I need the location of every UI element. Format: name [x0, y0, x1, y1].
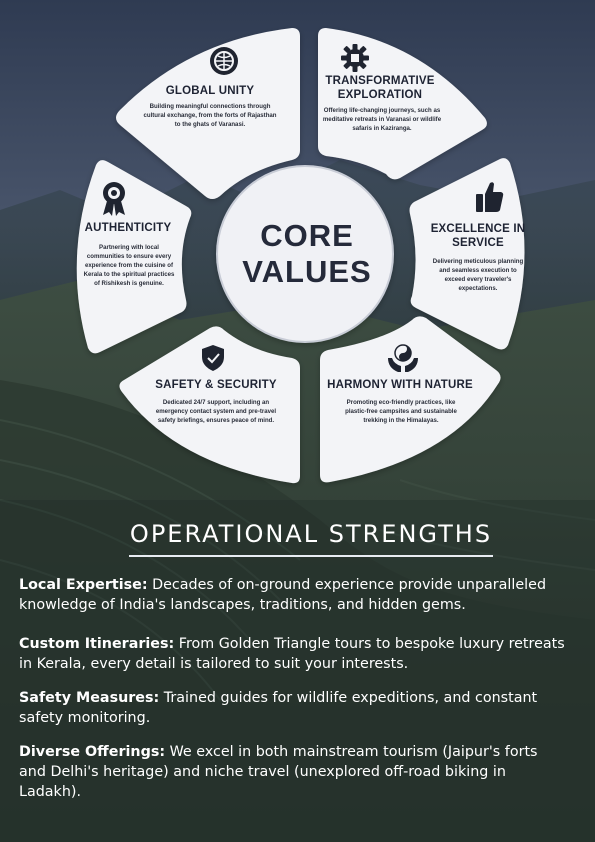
thumbs-up-icon — [476, 182, 504, 212]
value-desc-harmony: Promoting eco-friendly practices, like p… — [345, 399, 457, 424]
ops-label: Local Expertise: — [19, 577, 148, 593]
value-title-safety: SAFETY & SECURITY — [155, 379, 277, 391]
value-title-excellence: EXCELLENCE IN SERVICE — [430, 223, 526, 249]
core-values-title: CORE VALUES — [222, 218, 392, 290]
core-circle — [216, 165, 394, 343]
value-desc-global-unity: Building meaningful connections through … — [143, 103, 277, 128]
ops-label: Custom Itineraries: — [19, 636, 175, 652]
core-line1: CORE — [260, 218, 354, 253]
value-title-transformative: TRANSFORMATIVE EXPLORATION — [325, 75, 435, 101]
ops-item-safety-measures: Safety Measures: Trained guides for wild… — [19, 690, 538, 726]
core-line2: VALUES — [242, 254, 372, 289]
award-ribbon-icon — [103, 182, 125, 216]
ops-label: Diverse Offerings: — [19, 744, 166, 760]
petal-harmony — [320, 316, 501, 483]
value-desc-authenticity: Partnering with local communities to ens… — [83, 244, 175, 287]
value-title-global-unity: GLOBAL UNITY — [165, 85, 255, 97]
petal-global-unity — [116, 28, 300, 199]
globe-target-icon — [210, 47, 238, 75]
ops-item-local-expertise: Local Expertise: Decades of on-ground ex… — [19, 577, 547, 613]
gear-icon — [341, 44, 369, 72]
heading-underline — [129, 555, 493, 557]
value-title-harmony: HARMONY WITH NATURE — [327, 379, 473, 391]
ops-item-custom-itineraries: Custom Itineraries: From Golden Triangle… — [19, 636, 565, 672]
yin-yang-hands-icon — [388, 344, 418, 372]
shield-check-icon — [202, 345, 224, 371]
value-desc-transformative: Offering life-changing journeys, such as… — [322, 107, 442, 132]
value-title-authenticity: AUTHENTICITY — [84, 222, 172, 234]
petal-safety — [119, 326, 300, 484]
ops-item-diverse-offerings: Diverse Offerings: We excel in both main… — [19, 744, 538, 800]
ops-label: Safety Measures: — [19, 690, 160, 706]
operational-strengths-heading: OPERATIONAL STRENGTHS — [129, 520, 493, 548]
value-desc-excellence: Delivering meticulous planning and seaml… — [432, 258, 524, 292]
value-desc-safety: Dedicated 24/7 support, including an eme… — [155, 399, 277, 424]
